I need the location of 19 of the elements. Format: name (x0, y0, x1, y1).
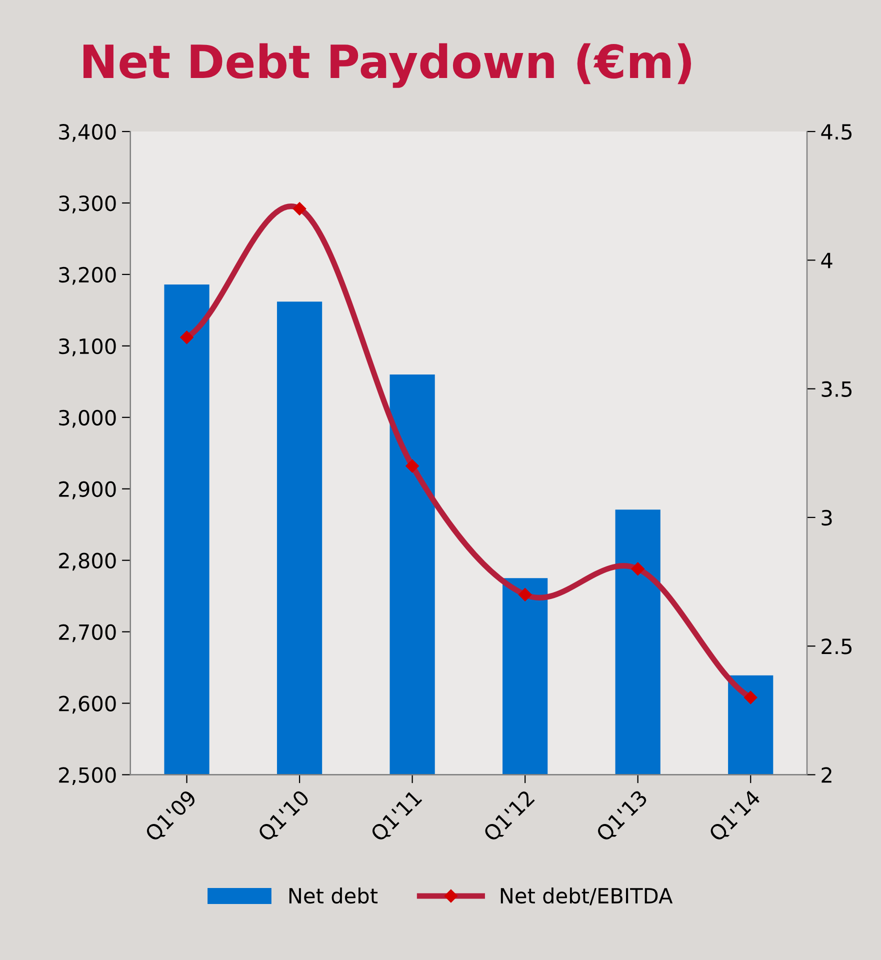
y2-tick-label: 4.5 (821, 124, 852, 140)
y2-tick-label: 4 (821, 252, 832, 268)
chart-title: Net Debt Paydown (€m) (84, 43, 691, 88)
y2-tick-label: 3.5 (822, 381, 852, 398)
y-tick-label: 3,000 (59, 410, 116, 428)
legend-label: Net debt/EBITDA (500, 887, 673, 906)
y-tick-label: 2,800 (59, 552, 116, 571)
y2-tick-label: 2.5 (822, 638, 852, 654)
y2-tick-label: 3 (822, 510, 832, 526)
y-tick-label: 2,700 (59, 624, 116, 642)
y-tick-label: 3,200 (59, 266, 116, 285)
y-tick-label: 3,300 (59, 195, 116, 214)
y-tick-label: 2,500 (59, 767, 116, 786)
y-tick-label: 3,400 (59, 124, 116, 142)
y2-tick-label: 2 (822, 767, 832, 783)
legend-label: Net debt (289, 887, 378, 904)
y-tick-label: 2,600 (59, 696, 116, 714)
y-tick-label: 2,900 (59, 481, 116, 500)
y-tick-label: 3,100 (59, 338, 116, 356)
